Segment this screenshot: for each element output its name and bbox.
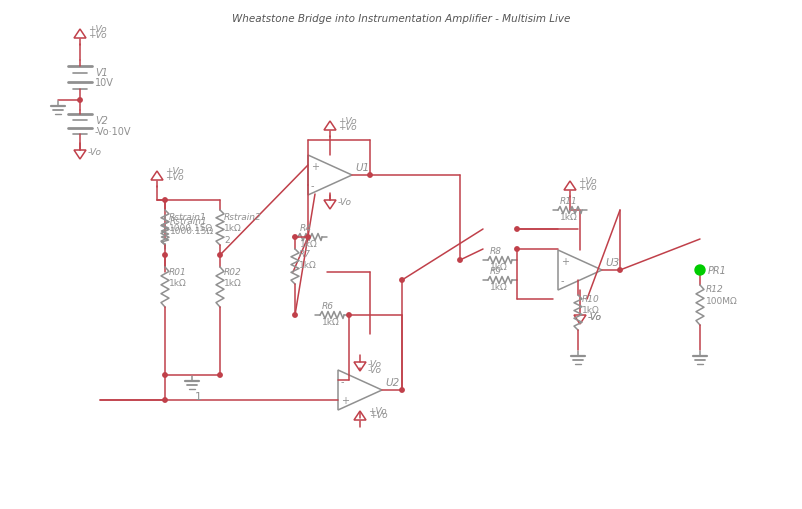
Text: PR1: PR1 (707, 266, 726, 276)
Circle shape (399, 388, 403, 392)
Text: Rstrain1: Rstrain1 (170, 217, 208, 226)
Text: U3: U3 (604, 258, 618, 268)
Circle shape (695, 265, 704, 275)
Text: -Vo: -Vo (587, 313, 602, 322)
Text: 1kΩ: 1kΩ (489, 263, 507, 272)
Circle shape (163, 373, 167, 377)
Text: -: - (341, 377, 344, 387)
Text: -Vo: -Vo (367, 360, 382, 369)
Text: +Vo: +Vo (338, 117, 356, 126)
Text: R7: R7 (298, 250, 310, 259)
Text: R4: R4 (300, 224, 312, 233)
Circle shape (514, 227, 519, 231)
Text: R8: R8 (489, 247, 501, 256)
Text: 1: 1 (195, 392, 202, 402)
Text: Wheatstone Bridge into Instrumentation Amplifier - Multisim Live: Wheatstone Bridge into Instrumentation A… (232, 14, 569, 24)
Text: -: - (561, 276, 564, 286)
Text: Rstrain2: Rstrain2 (224, 213, 261, 222)
Text: +Vo: +Vo (164, 173, 184, 182)
Text: 1kΩ: 1kΩ (489, 283, 507, 292)
Text: U2: U2 (384, 378, 399, 388)
Text: +Vo: +Vo (338, 123, 356, 132)
Text: R6: R6 (322, 302, 334, 311)
Text: 1kΩ: 1kΩ (581, 306, 599, 315)
Text: V1: V1 (95, 68, 107, 78)
Text: R11: R11 (559, 197, 577, 206)
Circle shape (217, 373, 222, 377)
Text: +Vo: +Vo (577, 183, 596, 192)
Text: R02: R02 (224, 268, 241, 277)
Text: R12: R12 (705, 285, 723, 294)
Circle shape (457, 258, 462, 262)
Text: -: - (310, 181, 314, 191)
Text: -Vo: -Vo (367, 366, 382, 375)
Text: 1kΩ: 1kΩ (224, 224, 241, 233)
Text: +Vo: +Vo (577, 177, 596, 186)
Text: +: + (561, 257, 569, 267)
Text: -Vo: -Vo (88, 148, 102, 157)
Text: R9: R9 (489, 267, 501, 276)
Text: +Vo: +Vo (369, 411, 387, 420)
Text: -Vo·10V: -Vo·10V (95, 127, 132, 137)
Text: -Vo: -Vo (587, 313, 602, 322)
Circle shape (399, 278, 403, 282)
Circle shape (306, 235, 310, 239)
Text: +Vo: +Vo (367, 407, 386, 416)
Circle shape (163, 398, 167, 402)
Text: +Vo: +Vo (88, 25, 107, 34)
Text: 100MΩ: 100MΩ (705, 297, 737, 306)
Text: +: + (310, 162, 318, 172)
Text: 1kΩ: 1kΩ (322, 318, 339, 327)
Text: +: + (341, 396, 349, 406)
Text: U1: U1 (354, 163, 369, 173)
Text: +Vo: +Vo (88, 31, 107, 40)
Circle shape (617, 268, 622, 272)
Text: 10V: 10V (95, 78, 114, 88)
Text: -Vo: -Vo (338, 198, 351, 207)
Text: R10: R10 (581, 295, 599, 304)
Text: 1000.15Ω: 1000.15Ω (168, 224, 213, 233)
Circle shape (346, 313, 350, 317)
Text: R01: R01 (168, 268, 187, 277)
Circle shape (293, 313, 297, 317)
Text: 1kΩ: 1kΩ (298, 261, 316, 270)
Circle shape (367, 173, 372, 177)
Text: +Vo: +Vo (164, 167, 184, 176)
Text: 2: 2 (224, 236, 229, 245)
Text: 1kΩ: 1kΩ (168, 279, 187, 288)
Circle shape (293, 235, 297, 239)
Text: Rstrain1: Rstrain1 (168, 213, 206, 222)
Circle shape (163, 253, 167, 257)
Text: 1000.15Ω: 1000.15Ω (170, 227, 214, 236)
Text: 1kΩ: 1kΩ (559, 213, 577, 222)
Circle shape (514, 247, 519, 251)
Circle shape (163, 198, 167, 202)
Circle shape (217, 253, 222, 257)
Text: 1kΩ: 1kΩ (300, 240, 318, 249)
Circle shape (78, 98, 82, 102)
Text: 1kΩ: 1kΩ (224, 279, 241, 288)
Text: V2: V2 (95, 116, 107, 126)
